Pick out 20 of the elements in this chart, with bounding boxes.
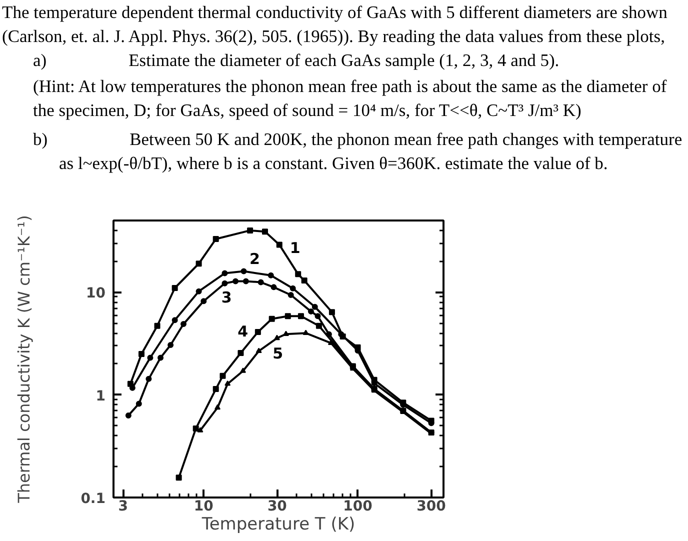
y-tick-label: 0.1 <box>80 491 106 507</box>
text: b) <box>33 129 48 149</box>
x-tick-label: 300 <box>416 498 446 514</box>
text: Between 50 K and 200K, the phonon mean free path changes with temperature as l~exp(-θ/bT), where b is a constant. Given θ=360K. estimate the value of b. <box>59 129 682 173</box>
series-label: 2 <box>250 250 260 268</box>
text: a) <box>33 50 47 70</box>
series-label: 4 <box>238 322 248 341</box>
text: (Hint: At low temperatures the phonon mean free path is about the same as the diameter of the specimen, D; for GaAs, speed of sound = 10⁴ m/s, for T<<θ, C~T³ J/m³ K) <box>33 75 668 122</box>
series-label: 1 <box>290 238 300 257</box>
x-axis-title: Temperature T (K) <box>200 514 356 534</box>
x-tick-label: 3 <box>118 498 128 514</box>
text: Estimate the diameter of each GaAs sample (1, 2, 3, 4 and 5). <box>128 50 560 70</box>
x-tick-label: 100 <box>343 498 373 514</box>
series-label: 5 <box>272 344 284 363</box>
y-axis-title: Thermal conductivity K (W cm⁻¹K⁻¹) <box>14 215 34 504</box>
x-tick-label: 30 <box>267 498 288 514</box>
y-tick-label: 10 <box>86 286 106 302</box>
series-label: 3 <box>221 288 232 307</box>
x-tick-label: 10 <box>194 498 214 514</box>
y-tick-label: 1 <box>96 388 106 404</box>
